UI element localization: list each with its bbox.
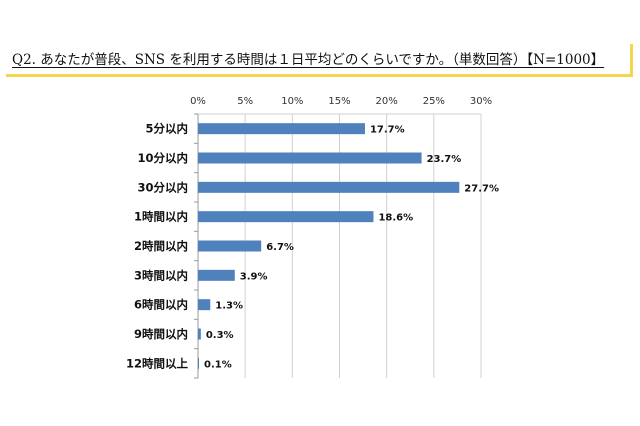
- title-frame-right: [630, 44, 633, 77]
- bar: [198, 299, 211, 311]
- category-label: 2時間以内: [134, 239, 188, 253]
- x-tick-label: 20%: [376, 96, 398, 107]
- value-label: 23.7%: [427, 154, 462, 165]
- bar: [198, 152, 422, 164]
- category-label: 9時間以内: [134, 327, 188, 341]
- x-tick-label: 25%: [423, 96, 445, 107]
- category-label: 5分以内: [145, 122, 188, 136]
- category-label: 1時間以内: [134, 210, 188, 224]
- category-label: 6時間以内: [134, 298, 188, 312]
- value-label: 17.7%: [370, 125, 405, 136]
- bar: [198, 123, 365, 135]
- x-tick-label: 30%: [470, 96, 492, 107]
- bar: [198, 269, 235, 281]
- bar: [198, 181, 460, 193]
- category-label: 3時間以内: [134, 268, 188, 282]
- value-label: 18.6%: [378, 213, 413, 224]
- x-tick-label: 0%: [190, 96, 206, 107]
- value-label: 3.9%: [240, 271, 268, 282]
- category-label: 30分以内: [137, 180, 188, 194]
- bar: [198, 240, 262, 252]
- category-label: 12時間以上: [126, 356, 189, 370]
- bar: [198, 211, 374, 223]
- value-label: 1.3%: [215, 301, 243, 312]
- value-label: 0.3%: [206, 330, 234, 341]
- bar: [198, 357, 199, 369]
- bar: [198, 328, 201, 340]
- x-tick-label: 15%: [328, 96, 350, 107]
- value-label: 6.7%: [266, 242, 294, 253]
- chart-title: Q2. あなたが普段、SNS を利用する時間は１日平均どのくらいですか。（単数回…: [12, 52, 605, 68]
- category-label: 10分以内: [137, 151, 188, 165]
- x-tick-label: 5%: [237, 96, 253, 107]
- x-tick-label: 10%: [281, 96, 303, 107]
- value-label: 0.1%: [204, 359, 232, 370]
- value-label: 27.7%: [464, 183, 499, 194]
- title-frame-bottom: [6, 74, 632, 77]
